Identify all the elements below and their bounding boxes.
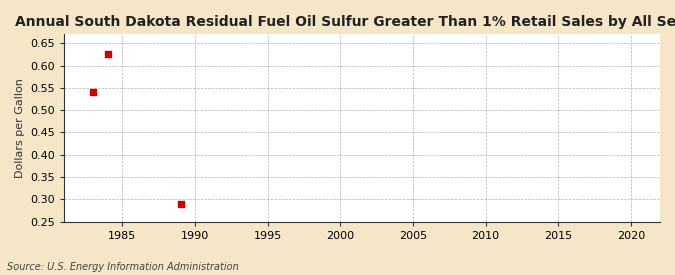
Point bbox=[103, 52, 113, 57]
Title: Annual South Dakota Residual Fuel Oil Sulfur Greater Than 1% Retail Sales by All: Annual South Dakota Residual Fuel Oil Su… bbox=[15, 15, 675, 29]
Y-axis label: Dollars per Gallon: Dollars per Gallon bbox=[15, 78, 25, 178]
Point bbox=[88, 90, 99, 95]
Point bbox=[175, 202, 186, 206]
Text: Source: U.S. Energy Information Administration: Source: U.S. Energy Information Administ… bbox=[7, 262, 238, 272]
